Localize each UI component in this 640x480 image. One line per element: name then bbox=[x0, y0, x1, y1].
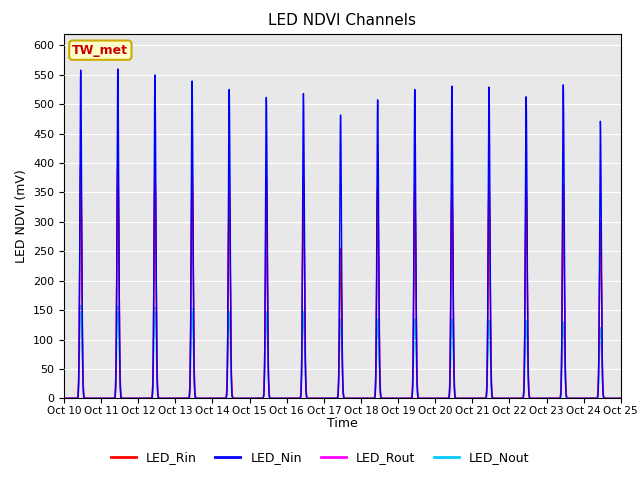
X-axis label: Time: Time bbox=[327, 418, 358, 431]
Legend: LED_Rin, LED_Nin, LED_Rout, LED_Nout: LED_Rin, LED_Nin, LED_Rout, LED_Nout bbox=[106, 446, 534, 469]
Title: LED NDVI Channels: LED NDVI Channels bbox=[268, 13, 417, 28]
Y-axis label: LED NDVI (mV): LED NDVI (mV) bbox=[15, 169, 28, 263]
Text: TW_met: TW_met bbox=[72, 44, 129, 57]
